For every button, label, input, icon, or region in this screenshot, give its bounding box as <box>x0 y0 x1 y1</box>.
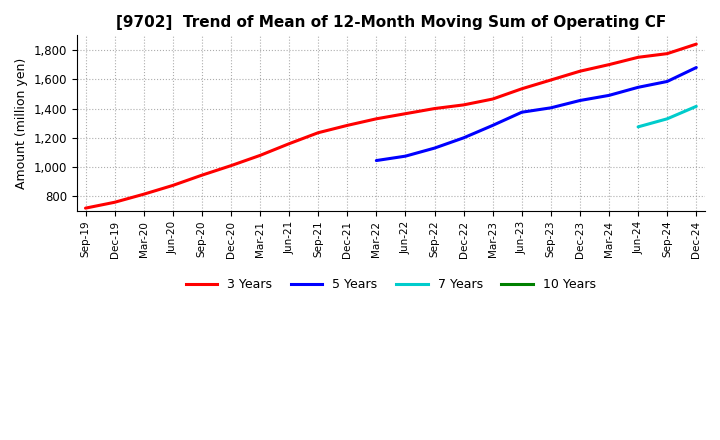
Title: [9702]  Trend of Mean of 12-Month Moving Sum of Operating CF: [9702] Trend of Mean of 12-Month Moving … <box>116 15 666 30</box>
Legend: 3 Years, 5 Years, 7 Years, 10 Years: 3 Years, 5 Years, 7 Years, 10 Years <box>181 273 600 296</box>
Y-axis label: Amount (million yen): Amount (million yen) <box>15 58 28 189</box>
